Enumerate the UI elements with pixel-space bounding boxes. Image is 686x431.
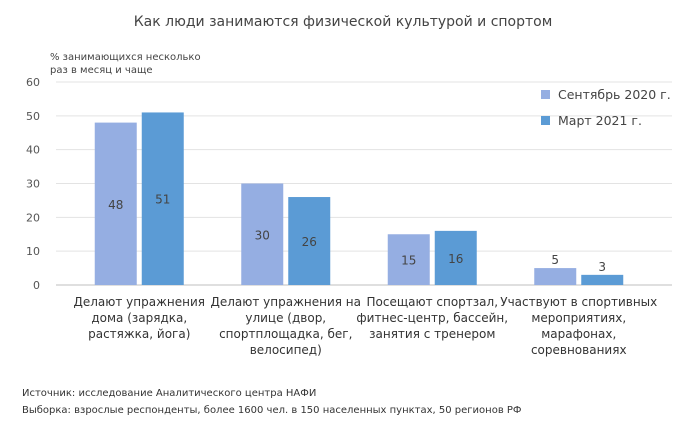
category-label-line: марафонах, [541, 327, 616, 341]
category-label-line: спортплощадка, бег, [219, 327, 352, 341]
category-label-line: Делают упражнения на [210, 295, 361, 309]
category-label-line: соревнованиях [531, 343, 627, 357]
category-label: Делают упражнения на улице (двор, спортпло… [210, 295, 361, 357]
sample-line: Выборка: взрослые респонденты, более 160… [22, 405, 522, 416]
bar-1-0 [241, 183, 284, 285]
category-label: Посещают спортзал, фитнес-центр, бассейн,… [356, 295, 508, 341]
bar-2-1 [434, 230, 477, 285]
category-label: Участвуют в спортивных мероприятиях, мараф… [500, 295, 657, 357]
data-label: 51 [155, 193, 170, 207]
y-tick-label: 50 [26, 110, 40, 123]
category-labels: Делают упражнения дома (зарядка, растяжка,… [73, 295, 657, 357]
y-axis-label: % занимающихся несколько раз в месяц и ч… [50, 52, 201, 76]
y-tick-label: 20 [26, 211, 40, 224]
y-tick-label: 60 [26, 76, 40, 89]
legend-swatch-sep-2020 [541, 89, 550, 99]
data-label: 16 [448, 252, 463, 266]
legend-label-sep-2020: Сентябрь 2020 г. [558, 86, 671, 102]
category-label: Делают упражнения дома (зарядка, растяжка,… [73, 295, 205, 341]
y-tick-label: 30 [26, 178, 40, 191]
chart-title: Как люди занимаются физической культурой… [133, 14, 553, 30]
legend-label-mar-2021: Март 2021 г. [558, 112, 642, 128]
bars [94, 112, 624, 285]
category-label-line: растяжка, йога) [88, 327, 190, 341]
bar-0-1 [141, 112, 184, 285]
y-tick-label: 0 [33, 279, 40, 292]
category-label-line: Посещают спортзал, [366, 295, 498, 309]
category-label-line: Делают упражнения [73, 295, 205, 309]
category-label-line: улице (двор, [245, 311, 326, 325]
data-labels: 48 51 30 26 15 16 5 3 [108, 193, 606, 274]
legend-item-sep-2020: Сентябрь 2020 г. [541, 84, 671, 104]
bar-3-1 [581, 274, 624, 285]
category-label-line: мероприятиях, [531, 311, 626, 325]
category-label-line: дома (зарядка, [91, 311, 187, 325]
category-label-line: занятия с тренером [369, 327, 495, 341]
data-label: 5 [551, 253, 559, 267]
category-label-line: Участвуют в спортивных [500, 295, 657, 309]
bar-2-0 [387, 234, 430, 285]
data-label: 30 [255, 228, 270, 242]
legend: Сентябрь 2020 г. Март 2021 г. [541, 84, 671, 136]
bar-3-0 [534, 268, 577, 285]
legend-swatch-mar-2021 [541, 115, 550, 125]
y-tick-label: 40 [26, 144, 40, 157]
category-label-line: фитнес-центр, бассейн, [356, 311, 508, 325]
data-label: 26 [302, 235, 317, 249]
bar-0-0 [94, 122, 137, 285]
data-label: 48 [108, 198, 123, 212]
category-label-line: велосипед) [250, 343, 322, 357]
y-tick-label: 10 [26, 245, 40, 258]
data-label: 3 [598, 260, 606, 274]
y-axis-ticks: 0 10 20 30 40 50 60 [26, 76, 40, 292]
source-line: Источник: исследование Аналитического це… [22, 388, 317, 399]
bar-1-1 [288, 197, 331, 285]
source-note: Источник: исследование Аналитического це… [22, 385, 522, 419]
legend-item-mar-2021: Март 2021 г. [541, 110, 671, 130]
data-label: 15 [401, 254, 416, 268]
